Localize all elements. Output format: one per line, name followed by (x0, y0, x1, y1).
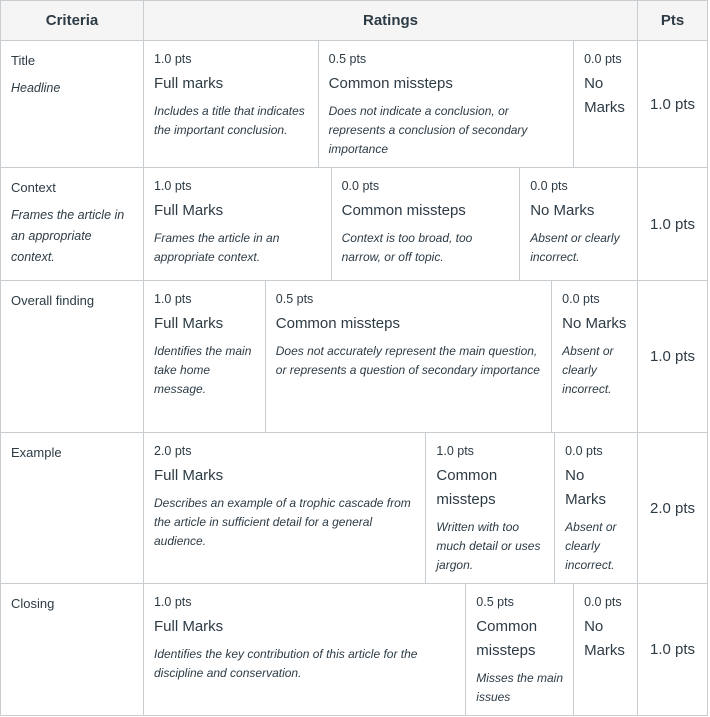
pts-header: Pts (637, 0, 708, 41)
rating-points: 0.0 pts (530, 179, 568, 193)
rating-description: Absent or clearly incorrect. (565, 520, 617, 572)
rating-description: Identifies the key contribution of this … (154, 647, 418, 680)
rating-points: 0.0 pts (562, 292, 600, 306)
ratings-cell: 1.0 pts Full Marks Identifies the main tak… (143, 280, 638, 433)
ratings-cell: 2.0 pts Full Marks Describes an example of… (143, 432, 638, 584)
ratings-group: 1.0 pts Full Marks Identifies the main tak… (144, 281, 637, 432)
rating-title: Common missteps (476, 618, 538, 659)
rating-points: 0.5 pts (476, 595, 514, 609)
criterion-row: Closing 1.0 pts Full Marks Identifies the k… (0, 583, 708, 716)
rating-title: Full Marks (154, 618, 224, 635)
criterion-points: 2.0 pts (637, 432, 708, 584)
criterion-cell: Example (0, 432, 144, 584)
ratings-cell: 1.0 pts Full marks Includes a title that i… (143, 40, 638, 168)
rating-title: Full Marks (154, 467, 224, 484)
rating-option[interactable]: 1.0 pts Full Marks Identifies the key cont… (144, 584, 465, 715)
criterion-description: Headline (11, 81, 61, 95)
rating-description: Does not accurately represent the main q… (275, 344, 540, 377)
rating-title: Full Marks (154, 202, 224, 219)
rating-points: 2.0 pts (154, 444, 192, 458)
rating-option[interactable]: 1.0 pts Full Marks Frames the article in a… (144, 168, 331, 280)
rating-title: No Marks (565, 467, 606, 508)
rating-title: No Marks (584, 75, 625, 116)
rating-title: No Marks (562, 315, 627, 332)
rating-points: 1.0 pts (154, 292, 192, 306)
ratings-cell: 1.0 pts Full Marks Frames the article in a… (143, 167, 638, 281)
rating-option[interactable]: 0.0 pts No Marks Absent or clearly incorre… (519, 168, 637, 280)
rating-points: 0.0 pts (584, 595, 622, 609)
rating-title: Common missteps (275, 315, 400, 332)
rating-points: 0.5 pts (275, 292, 314, 306)
ratings-group: 1.0 pts Full Marks Identifies the key cont… (144, 584, 637, 715)
ratings-header: Ratings (143, 0, 638, 41)
criterion-row: Title Headline 1.0 pts Full marks Includes a… (0, 40, 708, 168)
rating-points: 1.0 pts (436, 444, 474, 458)
rating-description: Does not indicate a conclusion, or repre… (328, 104, 528, 156)
rating-option[interactable]: 2.0 pts Full Marks Describes an example of… (144, 433, 425, 583)
criterion-title: Context (11, 180, 56, 195)
rating-option[interactable]: 0.0 pts No Marks (573, 41, 637, 167)
rating-option[interactable]: 1.0 pts Common missteps Written with too m… (425, 433, 554, 583)
criterion-cell: Overall finding (0, 280, 144, 433)
rating-title: Full Marks (154, 315, 224, 332)
criterion-row: Example 2.0 pts Full Marks Describes an exa… (0, 432, 708, 584)
rating-option[interactable]: 0.0 pts No Marks (573, 584, 637, 715)
rating-points: 0.0 pts (565, 444, 603, 458)
rating-points: 1.0 pts (154, 179, 192, 193)
criterion-cell: Context Frames the article in an appropri… (0, 167, 144, 281)
criterion-cell: Closing (0, 583, 144, 716)
rating-description: Absent or clearly incorrect. (530, 231, 620, 264)
criterion-title: Closing (11, 596, 55, 611)
rating-points: 0.5 pts (328, 52, 367, 66)
criterion-title: Title (11, 53, 36, 68)
rating-title: No Marks (584, 618, 625, 659)
rating-title: Full marks (154, 75, 224, 92)
rating-description: Misses the main issues (476, 671, 563, 704)
ratings-group: 2.0 pts Full Marks Describes an example of… (144, 433, 637, 583)
rating-description: Absent or clearly incorrect. (562, 344, 614, 396)
criterion-cell: Title Headline (0, 40, 144, 168)
rating-title: Common missteps (328, 75, 453, 92)
rating-points: 1.0 pts (154, 52, 192, 66)
rating-description: Frames the article in an appropriate con… (154, 231, 280, 264)
criterion-points: 1.0 pts (637, 40, 708, 168)
rating-option[interactable]: 0.5 pts Common missteps Misses the main is… (465, 584, 573, 715)
rating-option[interactable]: 0.5 pts Common missteps Does not indicate … (317, 41, 573, 167)
rating-option[interactable]: 0.0 pts Common missteps Context is too bro… (330, 168, 520, 280)
rating-title: Common missteps (436, 467, 498, 508)
header-row: Criteria Ratings Pts (0, 0, 708, 41)
rating-title: Common missteps (341, 202, 466, 219)
rating-description: Includes a title that indicates the impo… (154, 104, 305, 137)
rating-title: No Marks (530, 202, 595, 219)
criteria-header: Criteria (0, 0, 144, 41)
rating-option[interactable]: 1.0 pts Full marks Includes a title that i… (144, 41, 318, 167)
criterion-description: Frames the article in an appropriate con… (11, 208, 125, 264)
ratings-group: 1.0 pts Full marks Includes a title that i… (144, 41, 637, 167)
rating-points: 0.0 pts (341, 179, 380, 193)
rating-description: Written with too much detail or uses jar… (436, 520, 541, 572)
criterion-row: Overall finding 1.0 pts Full Marks Identifi… (0, 280, 708, 433)
rating-option[interactable]: 0.0 pts No Marks Absent or clearly incorre… (551, 281, 637, 432)
rating-option[interactable]: 0.5 pts Common missteps Does not accuratel… (264, 281, 551, 432)
rating-description: Identifies the main take home message. (154, 344, 252, 396)
ratings-group: 1.0 pts Full Marks Frames the article in a… (144, 168, 637, 280)
ratings-cell: 1.0 pts Full Marks Identifies the key cont… (143, 583, 638, 716)
criterion-title: Overall finding (11, 293, 95, 308)
criterion-points: 1.0 pts (637, 583, 708, 716)
rating-description: Context is too broad, too narrow, or off… (341, 231, 473, 264)
criterion-row: Context Frames the article in an appropri… (0, 167, 708, 281)
rating-points: 1.0 pts (154, 595, 192, 609)
rating-description: Describes an example of a trophic cascad… (154, 496, 411, 548)
criterion-title: Example (11, 445, 62, 460)
rating-option[interactable]: 0.0 pts No Marks Absent or clearly incorre… (554, 433, 637, 583)
rating-points: 0.0 pts (584, 52, 622, 66)
rating-option[interactable]: 1.0 pts Full Marks Identifies the main tak… (144, 281, 265, 432)
criterion-points: 1.0 pts (637, 280, 708, 433)
criterion-points: 1.0 pts (637, 167, 708, 281)
